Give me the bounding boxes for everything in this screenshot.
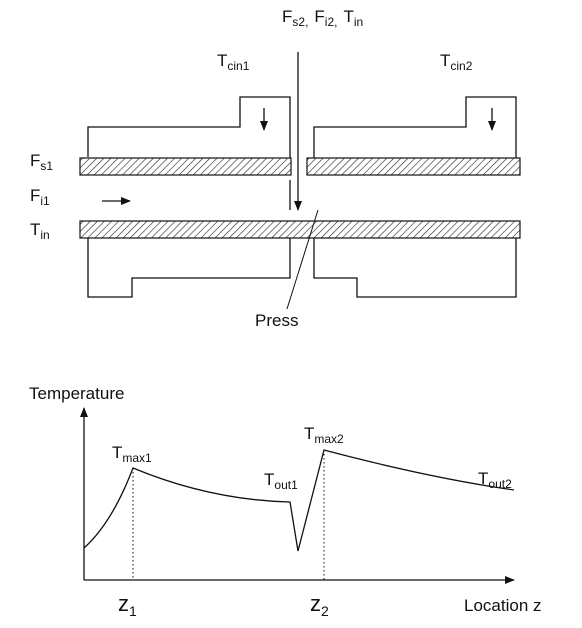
temperature-curve [83,449,515,552]
tin-label: Tin [30,220,50,242]
left-barrel-housing [87,96,291,298]
press-leader-line [286,209,319,310]
tmax1-label: Tmax1 [112,443,152,465]
right-upper-wall [306,157,521,176]
tout1-label: Tout1 [264,470,298,492]
tcin1-label: Tcin1 [217,51,250,73]
tcin2-label: Tcin2 [440,51,473,73]
lower-wall [79,220,521,239]
side-feed-label: Fs2, Fi2, Tin [282,7,363,29]
fi1-label: Fi1 [30,186,50,208]
z1-label: z1 [118,591,137,619]
right-barrel-housing [313,96,517,298]
temperature-profile: Temperature Tmax1 Tout1 Tmax2 Tout2 z1 z… [29,384,542,619]
temperature-axis-label: Temperature [29,384,124,403]
location-axis-label: Location z [464,596,542,615]
left-upper-wall [79,157,292,176]
tmax2-label: Tmax2 [304,424,344,446]
fs1-label: Fs1 [30,151,53,173]
tout2-label: Tout2 [478,469,512,491]
press-label: Press [255,311,298,330]
z2-label: z2 [310,591,329,619]
extruder-schematic: Fs1 Fi1 Tin Fs2, Fi2, Tin Tcin1 Tcin2 Pres… [30,7,521,330]
